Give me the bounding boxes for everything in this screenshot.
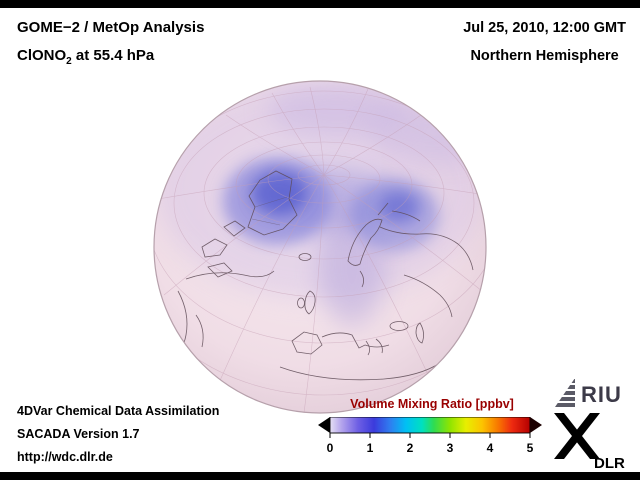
- colorbar-scale: [318, 417, 542, 438]
- colorbar: Volume Mixing Ratio [ppbv]: [316, 397, 548, 459]
- colorbar-tick-marks: [329, 433, 531, 438]
- colorbar-title: Volume Mixing Ratio [ppbv]: [350, 397, 514, 411]
- species-level-line: ClONO2 at 55.4 hPa: [17, 42, 204, 76]
- top-frame-bar: [0, 0, 640, 8]
- tick-label: 2: [406, 441, 414, 455]
- colorbar-left-arrow: [318, 417, 330, 433]
- riu-logo-text: RIU: [581, 382, 622, 407]
- credits-block: 4DVar Chemical Data Assimilation SACADA …: [17, 400, 219, 469]
- header-right: Jul 25, 2010, 12:00 GMT Northern Hemisph…: [463, 14, 626, 70]
- dlr-logo: DLR: [552, 411, 630, 472]
- pressure-level: at 55.4 hPa: [71, 47, 155, 64]
- hemisphere-label: Northern Hemisphere: [470, 48, 619, 64]
- colorbar-tick-labels: 0 1 2 3 4 5: [316, 441, 548, 456]
- tick-label: 4: [486, 441, 494, 455]
- tick-label: 0: [326, 441, 334, 455]
- datetime-label: Jul 25, 2010, 12:00 GMT: [463, 20, 626, 36]
- tick-label: 3: [446, 441, 454, 455]
- tick-label: 1: [366, 441, 374, 455]
- globe-map: [152, 79, 488, 415]
- analysis-title: GOME−2 / MetOp Analysis: [17, 19, 205, 36]
- header-left: GOME−2 / MetOp Analysis ClONO2 at 55.4 h…: [17, 14, 204, 76]
- bottom-frame-bar: [0, 472, 640, 480]
- species-subscript: 2: [66, 56, 72, 67]
- riu-logo-mark: [555, 379, 575, 407]
- coastlines: [171, 170, 474, 381]
- version-label: SACADA Version 1.7: [17, 427, 140, 441]
- tick-label: 5: [526, 441, 534, 455]
- dlr-logo-mark: [554, 413, 600, 459]
- riu-logo: RIU: [554, 375, 628, 409]
- assimilation-label: 4DVar Chemical Data Assimilation: [17, 404, 220, 418]
- graticule: [154, 81, 486, 413]
- globe-svg: [153, 80, 487, 414]
- clono2-field: [155, 81, 486, 326]
- wdc-url: http://wdc.dlr.de: [17, 450, 113, 464]
- dlr-logo-text: DLR: [594, 455, 625, 471]
- globe-limb: [153, 80, 487, 414]
- colorbar-right-arrow: [530, 417, 542, 433]
- colorbar-gradient: [329, 417, 531, 434]
- species-name: ClONO: [17, 47, 67, 64]
